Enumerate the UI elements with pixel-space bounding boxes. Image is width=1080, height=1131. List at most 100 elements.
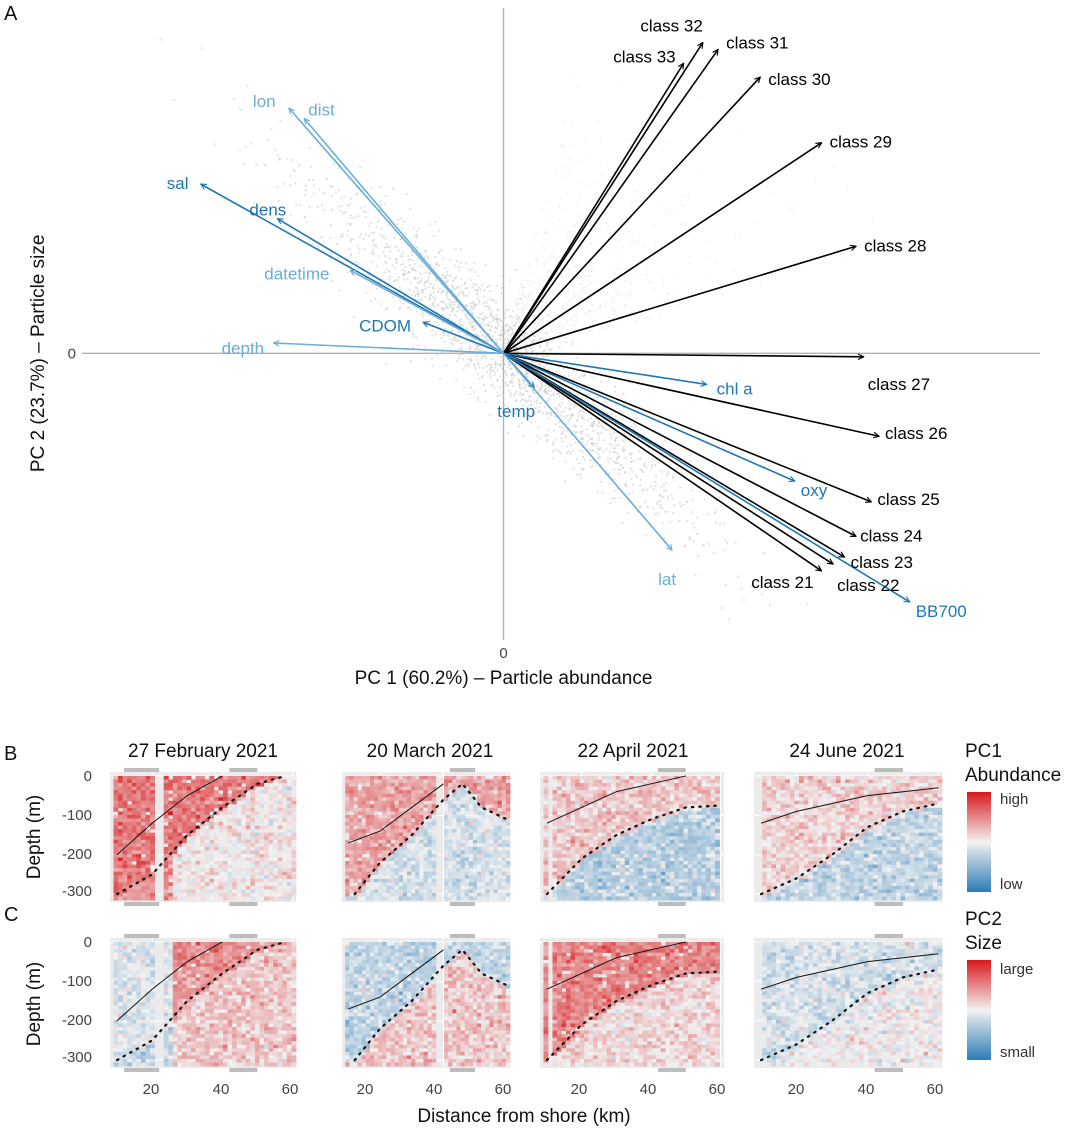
depth-axis: Depth (m) Depth (m) 0 -100 -200 -300 0 -… xyxy=(24,768,92,1066)
legend-high-label: high xyxy=(1000,791,1028,808)
loading-label: oxy xyxy=(801,481,828,500)
x-tick-label: 60 xyxy=(927,1081,944,1098)
loading-arrow xyxy=(503,352,834,564)
heatmap-facet xyxy=(540,934,724,1072)
loading-arrow xyxy=(502,352,673,550)
facet-title: 20 March 2021 xyxy=(367,741,494,762)
loading-label: class 31 xyxy=(726,33,788,52)
loading-arrow xyxy=(304,119,505,354)
loading-arrow xyxy=(277,217,504,355)
x-tick-label: 40 xyxy=(213,1081,230,1098)
y-tick-label: 0 xyxy=(84,934,92,951)
loading-arrow xyxy=(201,183,504,355)
loading-arrow xyxy=(503,352,822,571)
legend-high-label: large xyxy=(1000,961,1033,978)
loading-label: class 29 xyxy=(830,133,892,152)
loading-label: lat xyxy=(658,570,676,589)
y-tick-label: 0 xyxy=(84,768,92,785)
y-axis-title: Depth (m) xyxy=(24,795,45,879)
loading-arrow xyxy=(502,43,703,354)
loading-label: class 28 xyxy=(864,236,926,255)
loading-label: sal xyxy=(167,174,189,193)
loading-label: depth xyxy=(222,339,265,358)
loading-label: dens xyxy=(249,201,286,220)
heatmap-facet xyxy=(110,934,297,1072)
facet-title: 24 June 2021 xyxy=(789,741,904,762)
legend-pc1: PC1 Abundance high low xyxy=(965,741,1061,893)
y-tick-label: -300 xyxy=(62,883,92,900)
loading-arrow xyxy=(502,77,761,354)
legend-low-label: small xyxy=(1000,1044,1035,1061)
heatmap-facet xyxy=(342,934,511,1072)
y-tick-label: -300 xyxy=(62,1049,92,1066)
loading-arrow xyxy=(503,352,707,384)
loading-arrow xyxy=(503,352,857,538)
y-tick-label: -100 xyxy=(62,807,92,824)
loading-label: dist xyxy=(308,101,335,120)
legend-title: PC1 xyxy=(965,741,1002,762)
heatmap-facet xyxy=(110,768,297,906)
legend-colorbar xyxy=(967,960,991,1060)
y-tick-label: -100 xyxy=(62,973,92,990)
heatmap-facet xyxy=(754,934,943,1072)
x-tick-label: 40 xyxy=(426,1081,443,1098)
loading-label: CDOM xyxy=(359,316,411,335)
loading-arrow xyxy=(503,352,910,603)
loading-label: class 23 xyxy=(851,553,913,572)
panel-letter-b: B xyxy=(4,743,17,765)
x-tick-label: 40 xyxy=(640,1081,657,1098)
loading-label: class 27 xyxy=(868,375,930,394)
legend-pc2: PC2 Size large small xyxy=(965,909,1035,1061)
loading-arrow xyxy=(503,352,872,502)
loading-label: class 30 xyxy=(768,70,830,89)
y-tick-label: 0 xyxy=(68,345,76,362)
loading-label: class 32 xyxy=(640,17,702,36)
legend-colorbar xyxy=(967,792,991,892)
x-tick-label: 20 xyxy=(357,1081,374,1098)
loading-label: class 22 xyxy=(837,576,899,595)
x-tick-label: 40 xyxy=(858,1081,875,1098)
loading-arrow xyxy=(274,343,504,355)
x-axis-title: PC 1 (60.2%) – Particle abundance xyxy=(355,668,653,689)
loading-arrow xyxy=(502,63,685,354)
loading-label: class 33 xyxy=(613,47,675,66)
x-tick-label: 60 xyxy=(282,1081,299,1098)
legend-title: Size xyxy=(965,933,1002,954)
legend-title: Abundance xyxy=(965,765,1061,786)
distance-axis: 20 40 60 20 40 60 20 40 60 20 40 60 Dist… xyxy=(143,1081,944,1127)
loading-arrow xyxy=(503,352,795,481)
loading-arrow xyxy=(423,322,504,355)
loading-arrow xyxy=(503,143,822,355)
loading-label: class 21 xyxy=(751,573,813,592)
y-axis-title: PC 2 (23.7%) – Particle size xyxy=(28,235,49,473)
loading-arrow xyxy=(289,108,505,354)
loading-arrow xyxy=(503,246,857,355)
facet-title: 22 April 2021 xyxy=(578,741,689,762)
x-tick-label: 20 xyxy=(143,1081,160,1098)
loading-arrow xyxy=(350,269,504,355)
loading-labels: class 32 class 33 class 31 class 30 class 29… xyxy=(167,17,967,621)
loading-label: class 26 xyxy=(885,424,947,443)
panel-letter-a: A xyxy=(4,3,18,25)
x-tick-label: 0 xyxy=(499,645,507,662)
loading-arrow xyxy=(502,49,719,354)
facet-title: 27 February 2021 xyxy=(128,741,278,762)
loading-label: chl a xyxy=(717,379,753,398)
heatmap-facet xyxy=(342,768,511,906)
loading-label: lon xyxy=(253,92,276,111)
loading-label: temp xyxy=(497,402,535,421)
y-tick-label: -200 xyxy=(62,1012,92,1029)
loading-arrows xyxy=(201,43,910,603)
loading-arrow xyxy=(503,352,864,356)
loading-label: datetime xyxy=(264,264,329,283)
legend-low-label: low xyxy=(1000,876,1023,893)
heatmap-facet xyxy=(540,768,724,906)
loading-label: class 24 xyxy=(860,526,922,545)
x-tick-label: 60 xyxy=(709,1081,726,1098)
loading-arrow xyxy=(503,352,880,436)
loading-label: BB700 xyxy=(916,602,967,621)
legend-title: PC2 xyxy=(965,909,1002,930)
y-axis-title: Depth (m) xyxy=(24,962,45,1046)
